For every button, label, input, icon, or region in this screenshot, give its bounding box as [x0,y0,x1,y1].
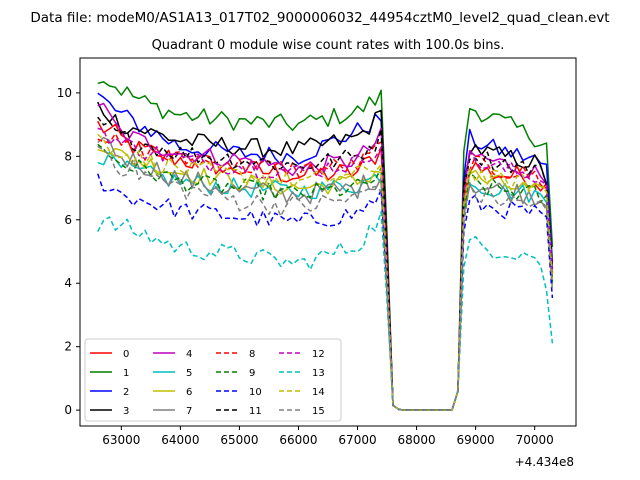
plot-frame [79,57,577,427]
x-tick-label: 65000 [220,433,258,447]
series-line-12 [97,127,554,411]
series-line-10 [96,173,554,411]
legend-label: 10 [249,387,262,398]
x-tick-label: 69000 [457,433,495,447]
legend-label: 0 [123,349,129,360]
series-layer [96,81,554,411]
series-line-7 [97,136,554,411]
legend-frame [84,338,342,422]
y-tick-label: 8 [64,149,72,163]
x-tick-label: 66000 [279,433,317,447]
x-axis: 63000 64000 65000 66000 67000 68000 69000 70000 [102,426,554,447]
y-tick-label: 4 [64,276,72,290]
series-line-11 [97,116,554,411]
y-tick-label: 2 [64,340,72,354]
legend-label: 15 [312,406,325,417]
legend-label: 2 [123,387,129,398]
legend-label: 4 [186,349,192,360]
chart-title: Quadrant 0 module wise count rates with … [152,38,505,53]
series-line-15 [97,145,554,411]
series-line-14 [97,133,554,411]
y-tick-label: 6 [64,213,72,227]
x-tick-label: 64000 [161,433,199,447]
legend-label: 5 [186,368,192,379]
legend-label: 11 [249,406,262,417]
x-tick-label: 68000 [397,433,435,447]
legend-label: 12 [312,349,325,360]
legend-label: 1 [123,368,129,379]
chart-suptitle: Data file: modeM0/AS1A13_017T02_90000060… [30,10,609,26]
legend-label: 9 [249,368,255,379]
series-line-13 [97,210,554,411]
y-tick-label: 0 [64,403,72,417]
legend-label: 7 [186,406,192,417]
legend-label: 8 [249,349,255,360]
legend-label: 6 [186,387,192,398]
legend-label: 3 [123,406,129,417]
x-axis-offset-label: +4.434e8 [515,455,574,469]
series-line-1 [97,81,554,411]
legend-label: 13 [312,368,325,379]
series-line-0 [97,120,554,411]
y-tick-label: 10 [57,86,72,100]
x-tick-label: 67000 [338,433,376,447]
y-axis: 0 2 4 6 8 10 [57,86,80,417]
series-line-3 [97,101,554,411]
series-line-8 [97,133,554,411]
series-line-5 [97,151,554,411]
legend-label: 14 [312,387,325,398]
x-tick-label: 63000 [102,433,140,447]
x-tick-label: 70000 [516,433,554,447]
